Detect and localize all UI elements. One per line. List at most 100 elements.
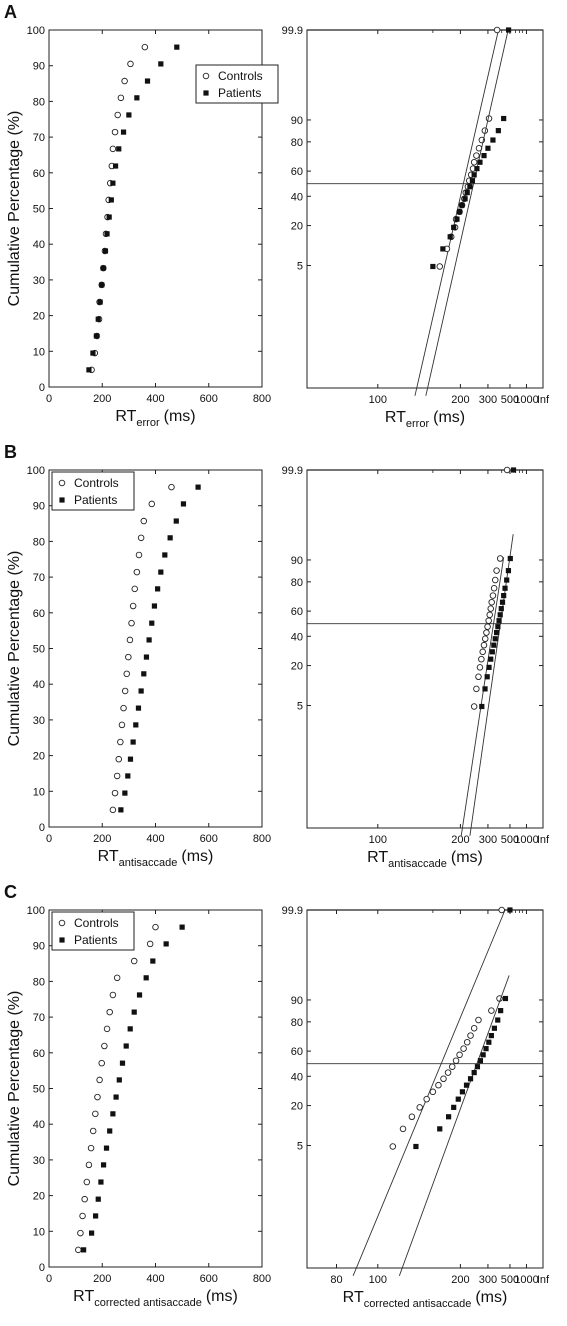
data-point xyxy=(482,686,488,692)
legend: Controls Patients xyxy=(51,911,135,951)
data-point xyxy=(107,1128,113,1134)
y-tick-label: 0 xyxy=(39,822,45,834)
data-point xyxy=(473,152,480,159)
y-tick-label: 30 xyxy=(33,715,45,727)
data-point xyxy=(459,202,465,208)
x-tick-label: 100 xyxy=(369,394,387,406)
data-point xyxy=(436,263,444,270)
data-point xyxy=(146,637,152,643)
data-point xyxy=(460,1045,467,1052)
data-point xyxy=(75,1246,82,1254)
x-tick-label: 500 xyxy=(501,394,519,406)
data-point xyxy=(446,1114,452,1120)
data-point xyxy=(168,483,175,491)
data-point xyxy=(490,137,496,143)
data-point xyxy=(116,1077,122,1083)
x-tick-label: 200 xyxy=(451,834,469,846)
y-tick-label: 70 xyxy=(33,1012,45,1024)
y-tick-label: 50 xyxy=(33,1084,45,1096)
y-tick-label: 40 xyxy=(33,679,45,691)
x-axis-title-unit: (ms) xyxy=(181,848,213,865)
data-point xyxy=(451,1104,457,1110)
legend-marker-controls xyxy=(58,479,66,487)
panel-letter-b: B xyxy=(4,442,17,462)
data-point xyxy=(469,178,476,184)
data-point xyxy=(435,1081,442,1089)
series-controls xyxy=(75,923,159,1254)
data-point xyxy=(502,585,508,591)
x-axis-title-subscript: corrected antisaccade xyxy=(94,1297,202,1309)
x-tick-label: 1000 xyxy=(514,834,538,846)
data-point xyxy=(195,484,201,490)
data-point xyxy=(106,1008,113,1016)
x-tick-label: Inf xyxy=(537,1274,550,1286)
data-point xyxy=(475,673,482,681)
legend-label: Patients xyxy=(74,493,117,507)
data-point xyxy=(136,992,143,998)
plot-frame xyxy=(306,29,544,389)
data-point xyxy=(163,941,169,947)
y-tick-label: 30 xyxy=(33,1155,45,1167)
plot-frame xyxy=(306,469,544,829)
cumulative-chart-a: 0 10 20 30 40 50 60 70 80 90 100 0 200 400 600 800 Cumul… xyxy=(6,25,279,429)
data-point xyxy=(115,755,123,763)
data-point xyxy=(167,535,173,541)
data-point xyxy=(467,184,473,190)
data-point xyxy=(498,906,505,914)
x-axis-title: RTantisaccade (ms) xyxy=(367,849,483,870)
y-tick-label: 5 xyxy=(297,1141,303,1153)
x-axis-title-unit: (ms) xyxy=(164,408,196,425)
y-tick-label: 60 xyxy=(291,606,303,618)
data-point xyxy=(498,1008,504,1014)
data-point xyxy=(140,517,148,525)
data-point xyxy=(130,739,136,745)
data-point xyxy=(113,772,121,780)
x-tick-label: 800 xyxy=(253,1273,271,1285)
data-point xyxy=(444,1069,452,1076)
data-point xyxy=(118,721,126,729)
y-tick-label: 60 xyxy=(291,1046,303,1058)
y-tick-label: 40 xyxy=(291,191,303,203)
y-tick-label: 20 xyxy=(291,221,303,233)
data-point xyxy=(135,705,142,711)
y-tick-label: 10 xyxy=(33,346,45,358)
legend-box xyxy=(51,471,135,511)
data-point xyxy=(463,1082,470,1088)
y-tick-label: 99.9 xyxy=(282,905,303,917)
x-axis-title-main: RT xyxy=(343,1289,364,1306)
data-point xyxy=(133,568,141,576)
data-point xyxy=(103,1025,111,1033)
data-point xyxy=(502,995,509,1002)
x-tick-label: 400 xyxy=(146,1273,164,1285)
fit-line xyxy=(469,534,514,836)
data-point xyxy=(113,974,121,982)
data-point xyxy=(141,671,147,677)
y-tick-label: 60 xyxy=(33,608,45,620)
data-point xyxy=(86,367,92,373)
data-point xyxy=(118,807,124,813)
y-tick-label: 70 xyxy=(33,572,45,584)
x-tick-label: 0 xyxy=(46,393,52,405)
x-axis-title-main: RT xyxy=(115,408,136,425)
y-tick-label: 10 xyxy=(33,786,45,798)
data-point xyxy=(452,1057,460,1064)
y-tick-label: 20 xyxy=(33,1191,45,1203)
data-point xyxy=(89,1127,97,1135)
data-point xyxy=(467,1076,474,1082)
data-point xyxy=(104,231,110,237)
legend-label: Patients xyxy=(74,933,117,947)
data-point xyxy=(489,592,497,599)
y-tick-label: 20 xyxy=(33,751,45,763)
legend-marker-patients xyxy=(59,937,65,943)
data-point xyxy=(79,1212,86,1220)
data-point xyxy=(429,1088,437,1096)
legend-marker-controls xyxy=(58,919,66,927)
x-axis-title-subscript: error xyxy=(136,417,160,429)
data-point xyxy=(100,1162,107,1168)
data-point xyxy=(114,111,121,119)
data-point xyxy=(95,316,101,322)
data-point xyxy=(501,115,507,122)
y-tick-label: 90 xyxy=(33,501,45,513)
data-point xyxy=(110,1111,116,1117)
x-axis-title: RTerror (ms) xyxy=(385,409,465,430)
